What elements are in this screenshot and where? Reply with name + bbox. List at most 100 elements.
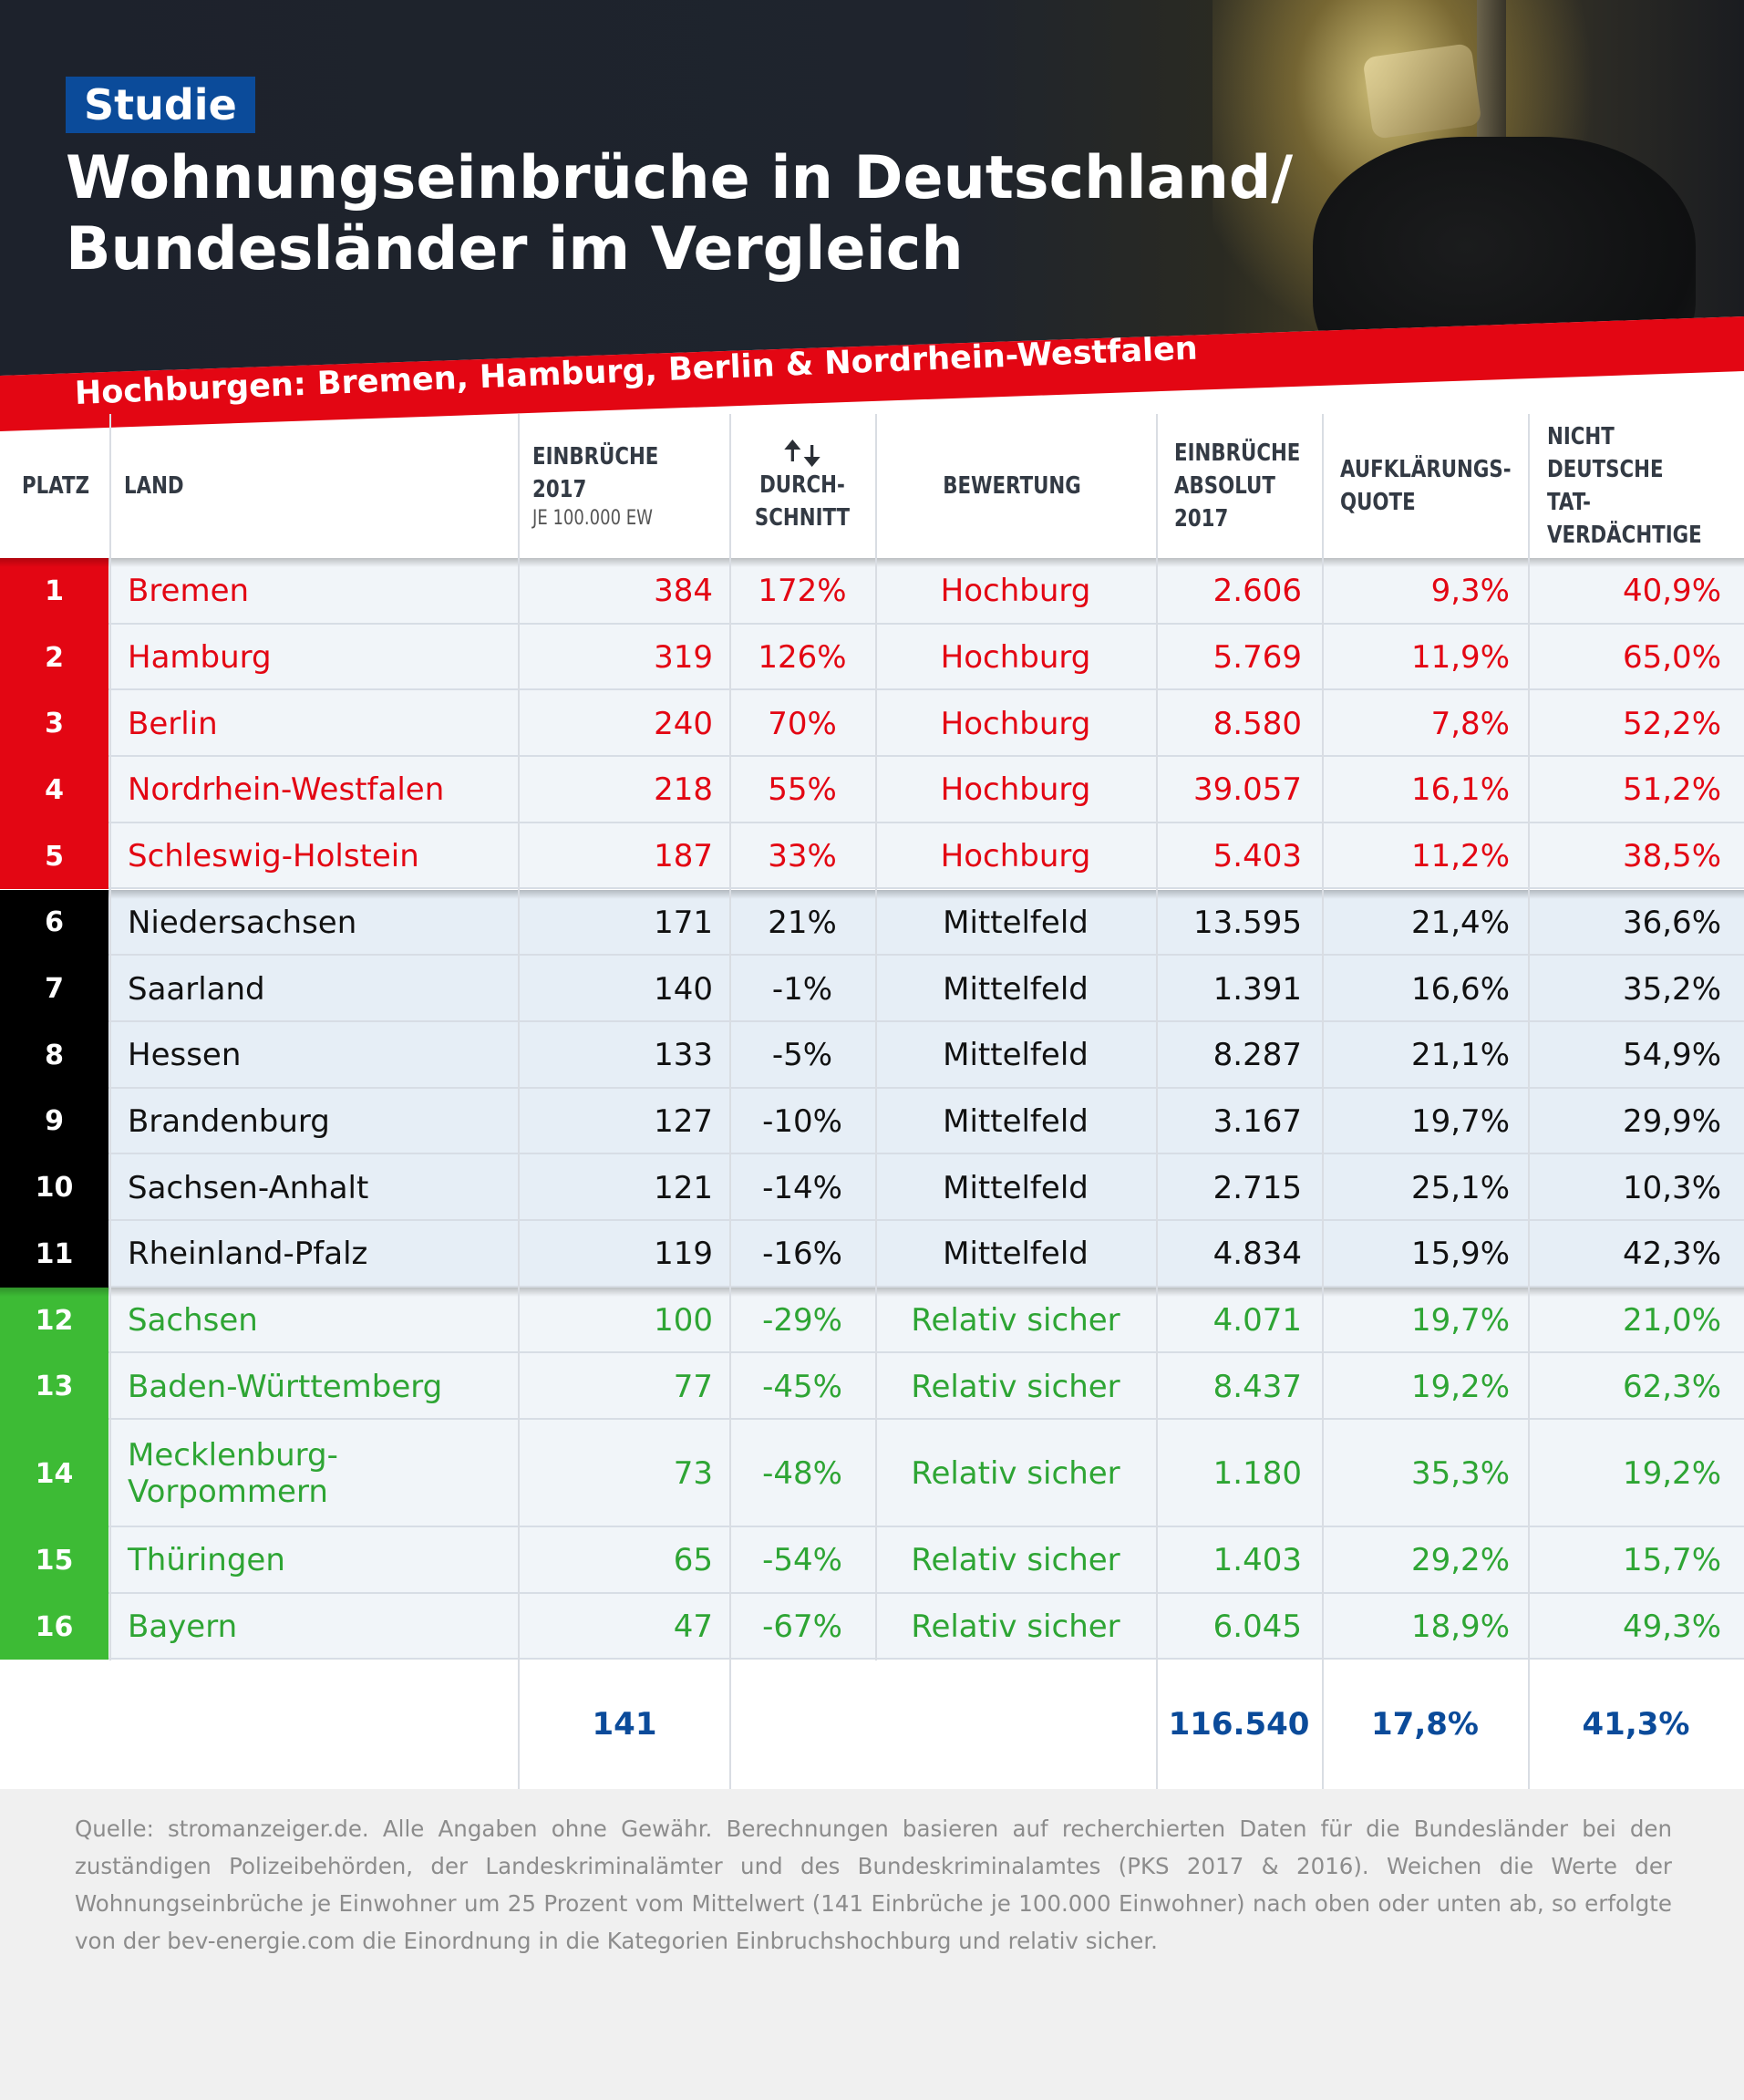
cell-je100k: 127 [654, 1102, 713, 1140]
row-separator [108, 1086, 1744, 1089]
cell-quote: 19,2% [1410, 1368, 1510, 1405]
cell-schnitt: 55% [768, 771, 837, 809]
cell-je100k: 73 [673, 1455, 713, 1493]
table-row: 11 Rheinland-Pfalz 119 -16% Mittelfeld 4.834 1… [0, 1221, 1744, 1288]
row-separator [108, 622, 1744, 625]
row-background [108, 1287, 1744, 1354]
rank-cell: 10 [0, 1154, 108, 1221]
row-background [108, 690, 1744, 758]
table-row: 15 Thüringen 65 -54% Relativ sicher 1.403 29,2… [0, 1527, 1744, 1594]
table-row: 10 Sachsen-Anhalt 121 -14% Mittelfeld 2.715 25… [0, 1154, 1744, 1221]
cell-absolut: 39.057 [1193, 771, 1302, 809]
cell-schnitt: -29% [762, 1302, 842, 1340]
cell-land: Schleswig-Holstein [128, 838, 419, 875]
footer-background [0, 1789, 1744, 2100]
total-je100k: 141 [592, 1706, 657, 1743]
column-header-quote-label: AUFKLÄRUNGS- QUOTE [1340, 453, 1512, 519]
column-header-einbrueche-label: EINBRÜCHE 2017 [532, 443, 659, 503]
row-separator [108, 1153, 1744, 1155]
column-divider [875, 558, 877, 1660]
row-separator [108, 1285, 1744, 1288]
cell-absolut: 8.287 [1213, 1037, 1302, 1074]
cell-schnitt: -5% [771, 1037, 833, 1074]
cell-absolut: 4.834 [1213, 1236, 1302, 1273]
row-separator [108, 887, 1744, 890]
cell-je100k: 187 [654, 838, 713, 875]
cell-quote: 11,2% [1410, 838, 1510, 875]
table-row: 12 Sachsen 100 -29% Relativ sicher 4.071 19,7%… [0, 1287, 1744, 1354]
table-row: 2 Hamburg 319 126% Hochburg 5.769 11,9% 65,0% [0, 624, 1744, 691]
table-row: 16 Bayern 47 -67% Relativ sicher 6.045 18,9% 49… [0, 1593, 1744, 1660]
table-row: 8 Hessen 133 -5% Mittelfeld 8.287 21,1% 54,9% [0, 1021, 1744, 1089]
rank-cell: 3 [0, 690, 108, 758]
quote-label-line: AUFKLÄRUNGS- [1340, 456, 1512, 483]
total-quote: 17,8% [1371, 1706, 1479, 1743]
row-separator [108, 1019, 1744, 1022]
column-divider [1322, 414, 1324, 1789]
rank-cell: 11 [0, 1221, 108, 1288]
table-row: 13 Baden-Württemberg 77 -45% Relativ sicher 8… [0, 1353, 1744, 1421]
cell-absolut: 5.769 [1213, 639, 1302, 677]
cell-land: Bayern [128, 1609, 238, 1646]
durch-label-line: SCHNITT [754, 504, 851, 532]
cell-absolut: 1.403 [1213, 1542, 1302, 1579]
rank-cell: 1 [0, 558, 108, 625]
column-header-platz: PLATZ [22, 472, 90, 500]
cell-absolut: 8.437 [1213, 1368, 1302, 1405]
cell-schnitt: -67% [762, 1609, 842, 1646]
nd-label-line: NICHT [1547, 423, 1615, 450]
cell-quote: 29,2% [1410, 1542, 1510, 1579]
table-row: 14 Mecklenburg-Vorpommern 73 -48% Relativ si… [0, 1420, 1744, 1528]
cell-nicht-deutsch: 15,7% [1622, 1542, 1721, 1579]
cell-land: Mecklenburg-Vorpommern [128, 1437, 338, 1511]
row-separator [108, 1658, 1744, 1660]
quote-label-line: QUOTE [1340, 489, 1416, 516]
cell-land: Saarland [128, 970, 265, 1008]
rank-cell: 12 [0, 1287, 108, 1354]
cell-nicht-deutsch: 49,3% [1622, 1609, 1721, 1646]
table-row: 5 Schleswig-Holstein 187 33% Hochburg 5.403 11… [0, 822, 1744, 890]
cell-bewertung: Mittelfeld [943, 1102, 1089, 1140]
row-background [108, 1420, 1744, 1528]
cell-bewertung: Relativ sicher [911, 1368, 1120, 1405]
cell-bewertung: Mittelfeld [943, 970, 1089, 1008]
table-header: PLATZ LAND EINBRÜCHE 2017 JE 100.000 EW … [0, 414, 1744, 558]
cell-je100k: 140 [654, 970, 713, 1008]
cell-bewertung: Relativ sicher [911, 1609, 1120, 1646]
cell-land: Hessen [128, 1037, 242, 1074]
cell-nicht-deutsch: 54,9% [1622, 1037, 1721, 1074]
page-title-line-2: Bundesländer im Vergleich [66, 215, 964, 284]
cell-schnitt: 33% [768, 838, 837, 875]
cell-schnitt: -16% [762, 1236, 842, 1273]
row-separator [108, 1351, 1744, 1354]
cell-schnitt: -45% [762, 1368, 842, 1405]
row-separator [108, 1218, 1744, 1221]
cell-absolut: 13.595 [1193, 904, 1302, 941]
cell-absolut: 2.606 [1213, 573, 1302, 610]
cell-schnitt: -1% [771, 970, 833, 1008]
cell-absolut: 4.071 [1213, 1302, 1302, 1340]
row-background [108, 1021, 1744, 1089]
rank-cell: 14 [0, 1420, 108, 1528]
row-background [108, 1527, 1744, 1594]
cell-je100k: 384 [654, 573, 713, 610]
table-row: 6 Niedersachsen 171 21% Mittelfeld 13.595 21,4… [0, 889, 1744, 957]
cell-absolut: 6.045 [1213, 1609, 1302, 1646]
cell-land: Thüringen [128, 1542, 285, 1579]
source-note: Quelle: stromanzeiger.de. Alle Angaben o… [75, 1816, 1672, 1954]
cell-bewertung: Hochburg [940, 573, 1091, 610]
cell-nicht-deutsch: 19,2% [1622, 1455, 1721, 1493]
column-divider [109, 558, 111, 1660]
table-row: 9 Brandenburg 127 -10% Mittelfeld 3.167 19,7% 2… [0, 1088, 1744, 1155]
burglar-glove [1313, 137, 1696, 410]
cell-quote: 21,4% [1410, 904, 1510, 941]
cell-schnitt: 126% [758, 639, 847, 677]
cell-absolut: 1.391 [1213, 970, 1302, 1008]
rank-cell: 15 [0, 1527, 108, 1594]
row-background [108, 1154, 1744, 1221]
cell-quote: 9,3% [1430, 573, 1510, 610]
column-header-durchschnitt-label: DURCH- SCHNITT [755, 469, 850, 534]
cell-absolut: 5.403 [1213, 838, 1302, 875]
cell-nicht-deutsch: 65,0% [1622, 639, 1721, 677]
rank-cell: 13 [0, 1353, 108, 1421]
